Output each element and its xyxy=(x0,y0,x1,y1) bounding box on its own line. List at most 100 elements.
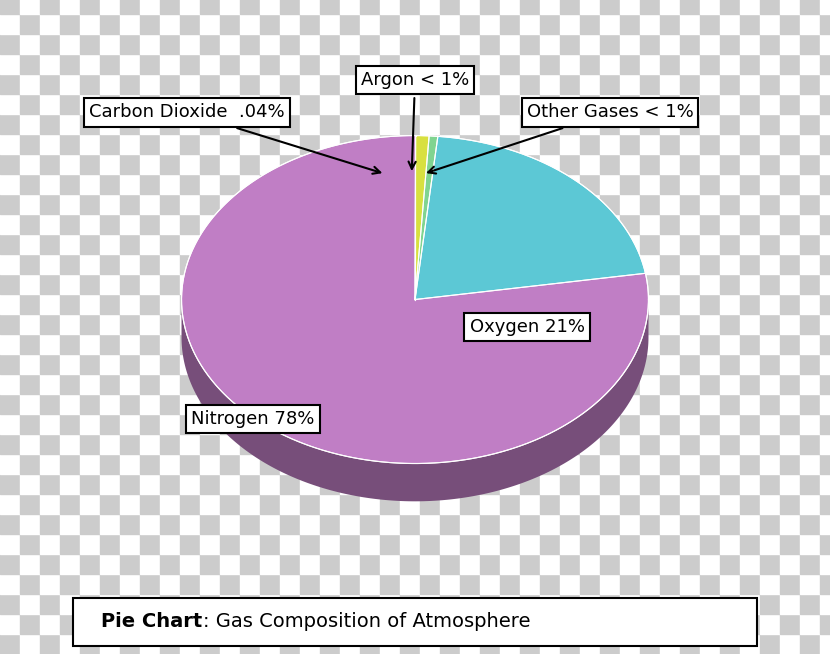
Bar xyxy=(620,214,640,234)
Bar xyxy=(420,214,440,234)
Bar xyxy=(340,34,360,54)
Bar xyxy=(460,374,480,394)
Bar xyxy=(200,574,220,594)
Bar xyxy=(480,34,500,54)
Bar xyxy=(740,154,760,174)
Bar xyxy=(800,74,820,94)
Bar xyxy=(700,534,720,554)
Bar xyxy=(780,74,800,94)
Bar xyxy=(480,414,500,434)
Bar xyxy=(240,274,260,294)
Bar xyxy=(440,314,460,334)
Bar xyxy=(780,394,800,414)
Bar xyxy=(80,434,100,454)
Bar xyxy=(580,234,600,254)
Bar xyxy=(380,454,400,474)
Bar xyxy=(460,134,480,154)
FancyBboxPatch shape xyxy=(73,598,757,646)
Bar xyxy=(760,34,780,54)
Bar xyxy=(780,354,800,374)
Bar xyxy=(260,314,280,334)
Bar xyxy=(120,354,140,374)
Bar xyxy=(200,534,220,554)
Bar xyxy=(660,74,680,94)
Bar xyxy=(640,454,660,474)
Bar xyxy=(420,414,440,434)
Polygon shape xyxy=(415,136,646,300)
Bar xyxy=(800,534,820,554)
Bar xyxy=(640,134,660,154)
Bar xyxy=(760,414,780,434)
Bar xyxy=(320,54,340,74)
Bar xyxy=(380,134,400,154)
Bar xyxy=(560,274,580,294)
Bar xyxy=(780,14,800,34)
Bar xyxy=(320,34,340,54)
Bar xyxy=(800,214,820,234)
Bar xyxy=(20,194,40,214)
Bar xyxy=(820,454,830,474)
Bar xyxy=(120,394,140,414)
Bar xyxy=(280,354,300,374)
Bar xyxy=(660,254,680,274)
Bar xyxy=(620,414,640,434)
Bar xyxy=(140,634,160,654)
Bar xyxy=(340,274,360,294)
Bar xyxy=(20,374,40,394)
Bar xyxy=(280,134,300,154)
Bar xyxy=(520,454,540,474)
Bar xyxy=(500,0,520,14)
Bar xyxy=(20,574,40,594)
Bar xyxy=(180,14,200,34)
Bar xyxy=(720,394,740,414)
Bar xyxy=(680,154,700,174)
Bar xyxy=(540,534,560,554)
Bar xyxy=(60,94,80,114)
Bar xyxy=(240,0,260,14)
Bar xyxy=(460,274,480,294)
Bar xyxy=(760,214,780,234)
Bar xyxy=(300,534,320,554)
Bar xyxy=(240,374,260,394)
Bar xyxy=(620,594,640,614)
Bar xyxy=(40,114,60,134)
Bar xyxy=(340,154,360,174)
Bar xyxy=(800,254,820,274)
Bar xyxy=(480,594,500,614)
Bar xyxy=(80,214,100,234)
Bar xyxy=(800,34,820,54)
Bar xyxy=(180,614,200,634)
Bar xyxy=(820,294,830,314)
Bar xyxy=(300,614,320,634)
Bar xyxy=(820,254,830,274)
Bar xyxy=(640,574,660,594)
Bar xyxy=(160,434,180,454)
Bar xyxy=(700,154,720,174)
Bar xyxy=(500,434,520,454)
Bar xyxy=(500,134,520,154)
Bar xyxy=(700,174,720,194)
Bar xyxy=(820,274,830,294)
Bar xyxy=(620,234,640,254)
Bar xyxy=(460,14,480,34)
Bar xyxy=(600,314,620,334)
Bar xyxy=(300,454,320,474)
Bar xyxy=(460,494,480,514)
Bar xyxy=(680,634,700,654)
Bar xyxy=(620,154,640,174)
Bar xyxy=(280,14,300,34)
Bar xyxy=(220,394,240,414)
Bar xyxy=(20,154,40,174)
Bar xyxy=(100,54,120,74)
Bar xyxy=(520,54,540,74)
Bar xyxy=(640,194,660,214)
Bar xyxy=(140,394,160,414)
Bar xyxy=(680,414,700,434)
Bar xyxy=(440,34,460,54)
Bar xyxy=(240,354,260,374)
Bar xyxy=(340,354,360,374)
Bar xyxy=(680,174,700,194)
Bar xyxy=(760,474,780,494)
Bar xyxy=(320,514,340,534)
Bar xyxy=(360,494,380,514)
